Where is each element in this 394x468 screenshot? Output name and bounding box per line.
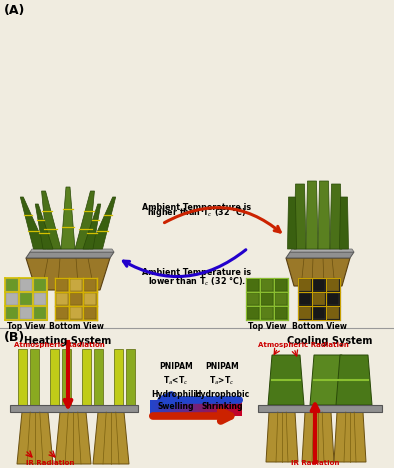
Text: IR Radiation: IR Radiation [291, 460, 339, 466]
Polygon shape [266, 412, 298, 462]
Bar [247, 307, 259, 319]
Polygon shape [35, 204, 53, 249]
Bar [82, 349, 91, 405]
Bar [298, 278, 340, 320]
Polygon shape [334, 412, 366, 462]
Bar [247, 279, 259, 291]
Bar [6, 293, 18, 305]
Bar [275, 307, 287, 319]
Bar [70, 293, 82, 305]
Text: Ambient Temperature is: Ambient Temperature is [143, 203, 251, 212]
Text: Atmospheric Radiation: Atmospheric Radiation [258, 342, 349, 348]
Polygon shape [30, 249, 114, 252]
Bar [94, 349, 103, 405]
Bar [20, 293, 32, 305]
Bar [114, 349, 123, 405]
Bar [56, 293, 68, 305]
Bar [5, 278, 47, 320]
Text: Atmospheric Radiation: Atmospheric Radiation [14, 342, 105, 348]
Polygon shape [306, 181, 318, 249]
Bar [258, 405, 382, 412]
Polygon shape [340, 197, 349, 249]
Polygon shape [302, 412, 334, 462]
Bar [18, 349, 27, 405]
Bar [70, 307, 82, 319]
Bar [313, 307, 325, 319]
Bar [55, 278, 97, 320]
Polygon shape [93, 412, 129, 464]
Polygon shape [286, 258, 350, 286]
Polygon shape [26, 252, 114, 258]
Bar [34, 293, 46, 305]
Polygon shape [288, 197, 297, 249]
Bar [261, 279, 273, 291]
Polygon shape [330, 184, 342, 249]
Polygon shape [286, 252, 354, 258]
Polygon shape [89, 197, 116, 249]
Polygon shape [61, 187, 75, 249]
Bar [84, 279, 96, 291]
Text: PNIPAM
T$_a$>T$_c$
Hydrophobic
Shrinking: PNIPAM T$_a$>T$_c$ Hydrophobic Shrinking [194, 362, 250, 411]
Bar [34, 307, 46, 319]
Text: (A): (A) [4, 4, 25, 17]
Bar [275, 279, 287, 291]
Bar [261, 307, 273, 319]
Polygon shape [41, 191, 61, 249]
Bar [20, 307, 32, 319]
Polygon shape [268, 355, 304, 405]
Bar [10, 405, 138, 412]
Bar [84, 307, 96, 319]
Bar [50, 349, 59, 405]
Polygon shape [17, 412, 53, 464]
Bar [299, 293, 311, 305]
Bar [246, 278, 288, 320]
Polygon shape [310, 355, 346, 405]
Bar [247, 293, 259, 305]
Polygon shape [26, 258, 110, 290]
Bar [299, 279, 311, 291]
Bar [56, 307, 68, 319]
Polygon shape [294, 184, 306, 249]
Bar [34, 279, 46, 291]
Bar [30, 349, 39, 405]
Text: PNIPAM
T$_a$<T$_c$
Hydrophilic
Swelling: PNIPAM T$_a$<T$_c$ Hydrophilic Swelling [151, 362, 201, 411]
Polygon shape [20, 197, 46, 249]
Text: Top View: Top View [248, 322, 286, 331]
Bar [84, 293, 96, 305]
Text: Heating System: Heating System [24, 336, 112, 346]
Bar [299, 307, 311, 319]
Bar [327, 307, 339, 319]
Bar [313, 279, 325, 291]
Bar [327, 293, 339, 305]
Text: Cooling System: Cooling System [287, 336, 373, 346]
Bar [6, 307, 18, 319]
Text: (B): (B) [4, 331, 25, 344]
Bar [126, 349, 135, 405]
Text: Top View: Top View [7, 322, 45, 331]
Text: IR Radiation: IR Radiation [26, 460, 74, 466]
Text: Ambient Temperature is: Ambient Temperature is [143, 268, 251, 277]
Polygon shape [318, 181, 330, 249]
Polygon shape [75, 191, 95, 249]
Bar [56, 279, 68, 291]
Polygon shape [290, 249, 354, 252]
Bar [313, 293, 325, 305]
Bar [327, 279, 339, 291]
Polygon shape [336, 355, 372, 405]
Text: higher than T$_c$ (32 °C): higher than T$_c$ (32 °C) [147, 206, 247, 219]
Polygon shape [55, 412, 91, 464]
Text: Bottom View: Bottom View [292, 322, 346, 331]
Bar [20, 279, 32, 291]
Bar [6, 279, 18, 291]
Polygon shape [83, 204, 101, 249]
Bar [275, 293, 287, 305]
Bar [70, 279, 82, 291]
Bar [261, 293, 273, 305]
Text: Bottom View: Bottom View [48, 322, 104, 331]
Bar [62, 349, 71, 405]
Text: lower than T$_c$ (32 °C).: lower than T$_c$ (32 °C). [148, 275, 246, 287]
